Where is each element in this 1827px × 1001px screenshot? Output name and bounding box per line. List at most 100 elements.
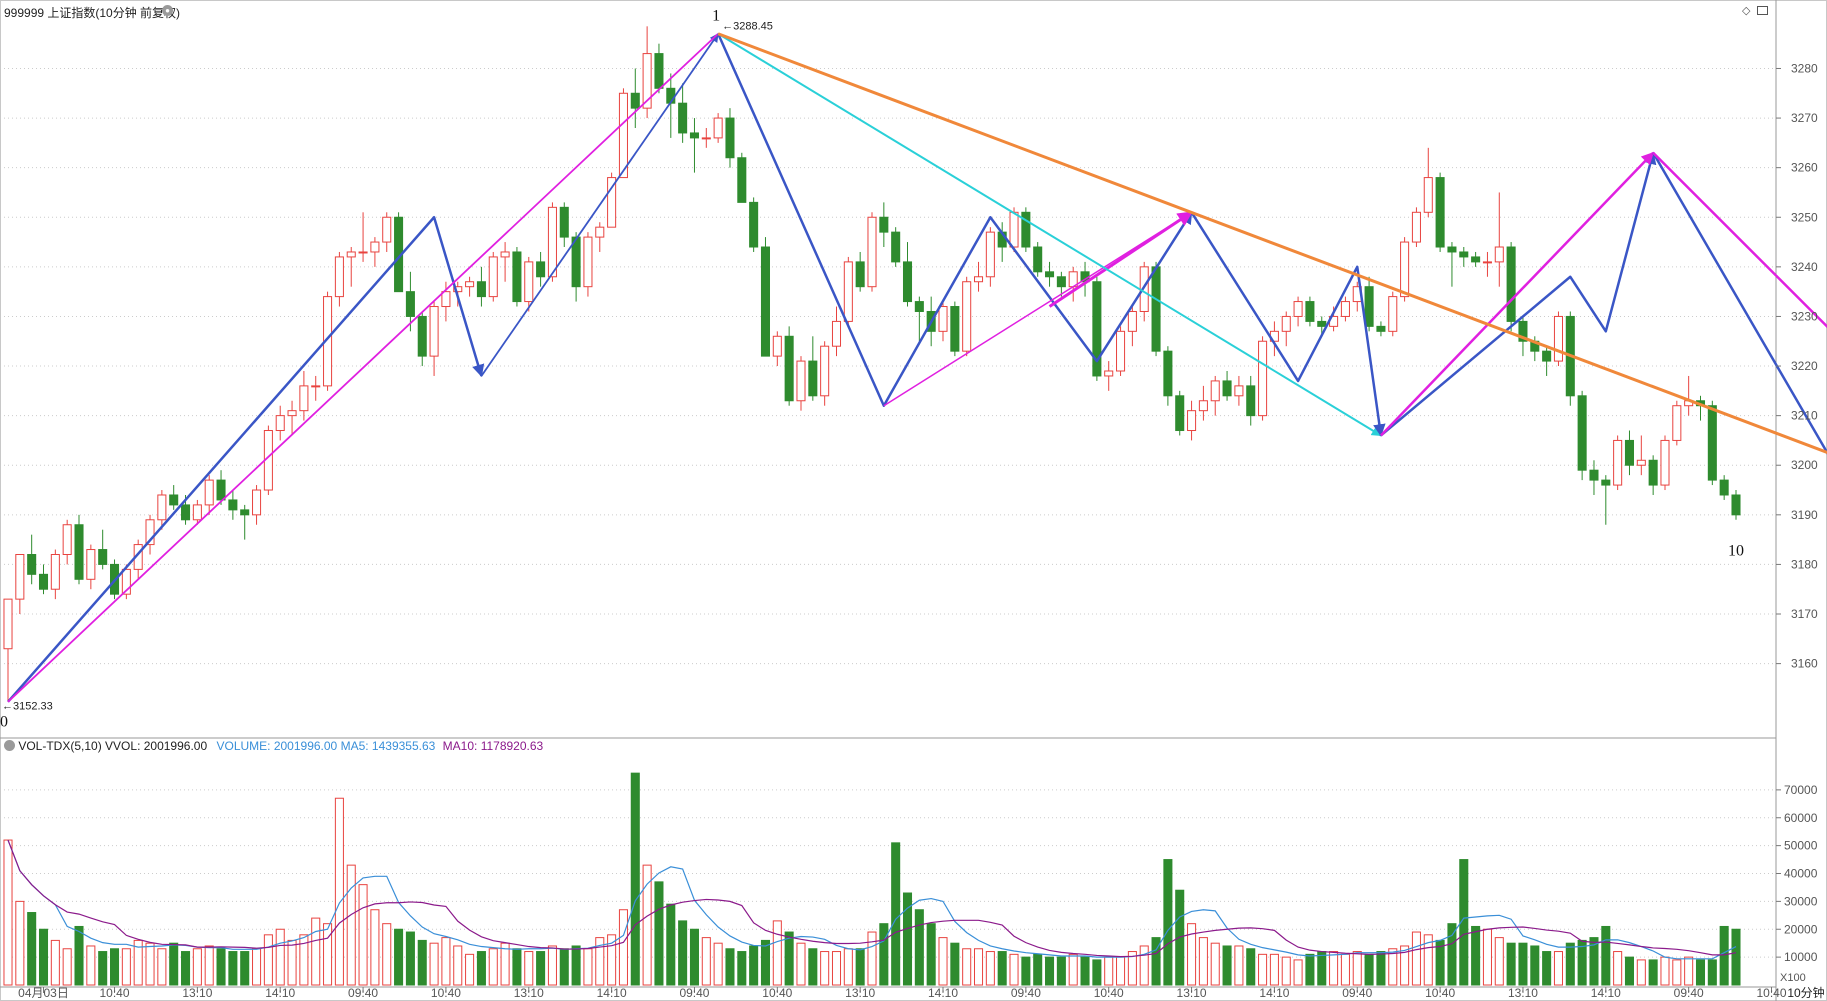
candle-body: [831, 320, 842, 347]
candle-body: [772, 335, 782, 357]
candle: [1660, 435, 1670, 491]
candle: [1695, 395, 1706, 421]
volume-bar: [1068, 953, 1078, 986]
candle-body: [843, 261, 853, 322]
candle-body: [879, 216, 889, 233]
volume-bar: [1388, 948, 1398, 986]
price-tick-label: 3190: [1791, 508, 1818, 522]
volume-bar: [1624, 956, 1635, 986]
candle: [1163, 346, 1173, 406]
candle-body: [27, 554, 37, 575]
candle-body: [749, 201, 759, 248]
volume-bar: [1151, 937, 1161, 986]
candle-body: [914, 301, 924, 312]
candle: [1613, 435, 1623, 491]
candle-body: [38, 573, 49, 590]
candle-body: [512, 251, 522, 303]
volume-bar: [204, 945, 214, 986]
volume-bar: [973, 948, 984, 986]
candle-body: [1009, 211, 1019, 248]
volume-bar: [1210, 942, 1220, 986]
volume-settings-dot-icon[interactable]: [4, 740, 15, 751]
candle-body: [405, 291, 415, 317]
volume-bar: [27, 912, 37, 986]
candle-body: [1163, 350, 1173, 397]
volume-bar: [867, 931, 877, 986]
volume-bar: [772, 920, 782, 986]
candle-body: [1577, 395, 1587, 471]
volume-bar: [1577, 939, 1587, 986]
candle-body: [1411, 211, 1421, 243]
candle-body: [181, 504, 191, 521]
settings-dot-icon[interactable]: ●: [162, 5, 173, 16]
candle: [405, 271, 415, 332]
time-tick-label: 10:40: [1094, 986, 1124, 1000]
volume-bar: [405, 931, 415, 986]
candle-body: [1601, 479, 1611, 486]
volume-bar: [1684, 956, 1694, 986]
candle: [38, 564, 49, 595]
volume-bar: [228, 951, 238, 986]
price-tick-label: 3160: [1791, 657, 1818, 671]
candle: [1707, 400, 1717, 486]
volume-bar: [891, 842, 901, 986]
ma10-line: [7, 839, 1737, 958]
candle-body: [1471, 256, 1481, 263]
candle: [1281, 311, 1291, 347]
price-tick-label: 3270: [1791, 111, 1818, 125]
volume-bar: [1447, 923, 1457, 986]
volume-bar: [1672, 959, 1682, 986]
candle: [760, 237, 771, 357]
candle-body: [950, 306, 960, 352]
candle: [1577, 390, 1587, 481]
candle-body: [252, 489, 262, 516]
volume-bar: [938, 937, 948, 986]
volume-bar: [62, 948, 72, 986]
candle: [973, 261, 984, 292]
candle-body: [1198, 400, 1208, 412]
volume-bar: [358, 884, 368, 986]
volume-bar: [914, 909, 924, 986]
volume-bar: [666, 903, 676, 986]
candle: [713, 113, 723, 143]
candle-body: [820, 345, 830, 397]
candle: [1459, 247, 1469, 267]
candle: [1636, 435, 1646, 476]
candle-body: [962, 281, 972, 352]
wave-line: [1190, 211, 1386, 437]
candle: [334, 251, 344, 307]
candle: [252, 485, 262, 525]
volume-bar: [831, 951, 842, 986]
candle: [500, 242, 510, 282]
window-icon[interactable]: [1757, 6, 1768, 15]
candle: [1175, 390, 1185, 436]
volume-bar: [169, 942, 179, 986]
candle: [701, 127, 711, 148]
candle: [1127, 306, 1137, 347]
candle: [15, 554, 25, 615]
candle-body: [1364, 286, 1374, 327]
candle: [902, 242, 913, 307]
volume-bar: [1139, 945, 1149, 986]
candle-body: [595, 226, 605, 238]
candle-body: [1482, 261, 1492, 264]
candle-body: [760, 246, 771, 357]
candle: [985, 227, 995, 287]
volume-bar: [630, 772, 640, 986]
candle-body: [1234, 385, 1244, 397]
diamond-icon[interactable]: ◇: [1742, 5, 1751, 17]
volume-bar: [311, 917, 321, 986]
volume-bar: [476, 951, 486, 986]
candle-body: [796, 360, 806, 402]
candle: [1210, 375, 1220, 416]
candle: [1494, 192, 1504, 287]
candle: [204, 475, 214, 515]
volume-bar: [1127, 951, 1137, 986]
volume-bar: [465, 953, 475, 986]
volume-bar: [1719, 925, 1729, 986]
period-label: 10分钟: [1787, 985, 1824, 1000]
wave-line: [7, 216, 485, 703]
candle-body: [204, 479, 214, 506]
candle: [879, 202, 889, 248]
